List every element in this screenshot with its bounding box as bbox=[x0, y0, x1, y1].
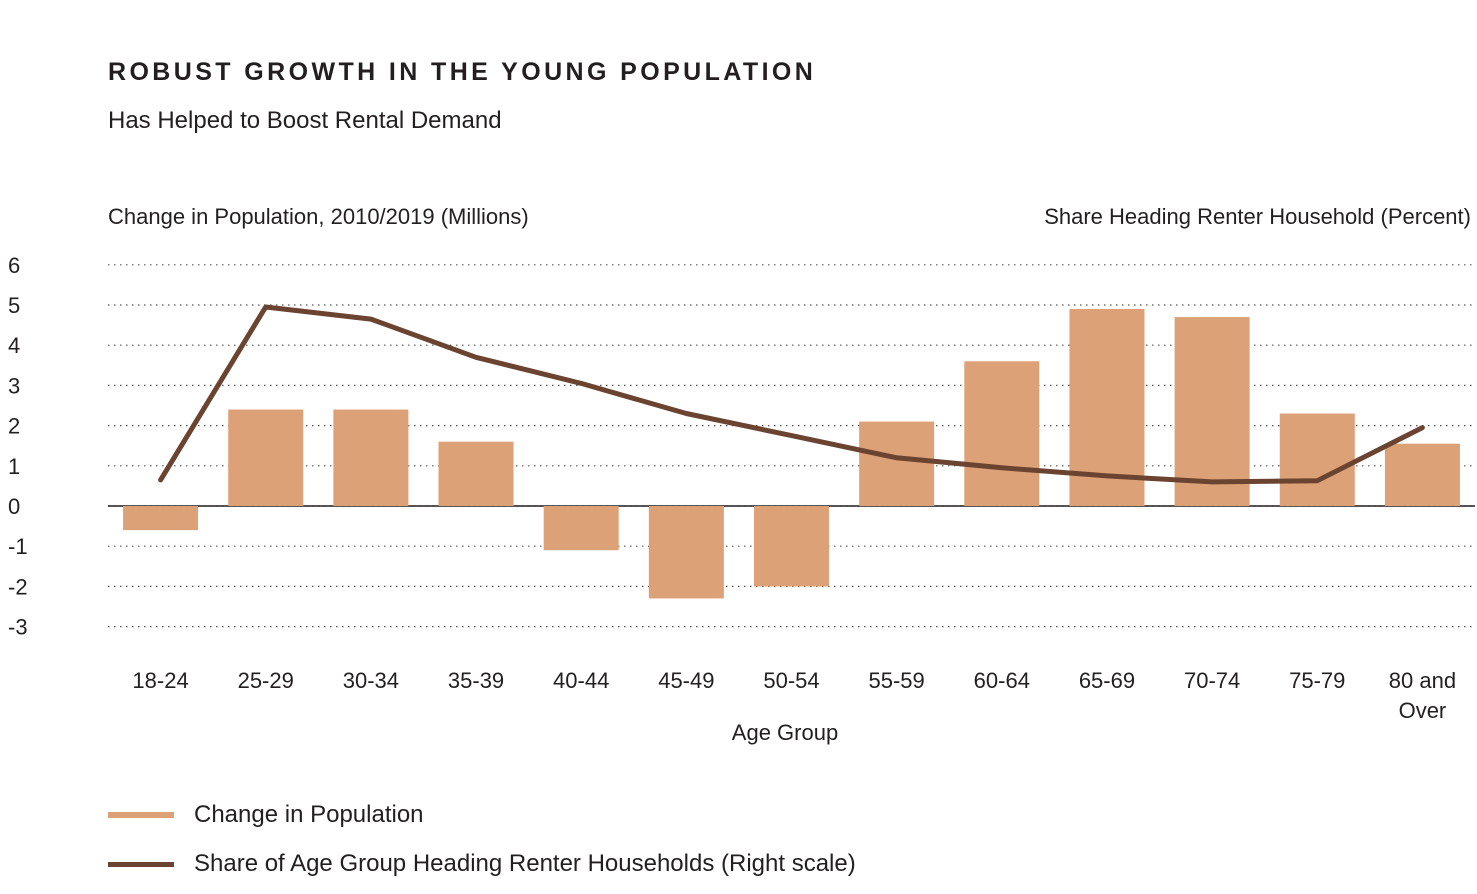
legend-label-population: Change in Population bbox=[194, 801, 424, 828]
y-tick-label: 5 bbox=[8, 293, 20, 318]
bar-change-in-population bbox=[123, 506, 199, 531]
chart-title: ROBUST GROWTH IN THE YOUNG POPULATION bbox=[108, 58, 817, 86]
chart-subtitle: Has Helped to Boost Rental Demand bbox=[108, 107, 502, 134]
x-tick-label: 60-64 bbox=[974, 668, 1030, 693]
x-tick-label: 65-69 bbox=[1079, 668, 1135, 693]
y-tick-label: 6 bbox=[8, 253, 20, 278]
y-tick-label: -2 bbox=[8, 574, 28, 599]
legend-swatch-population bbox=[108, 812, 174, 818]
y-tick-label: 4 bbox=[8, 333, 20, 358]
right-axis-label: Share Heading Renter Household (Percent) bbox=[1044, 204, 1471, 229]
bar-change-in-population bbox=[438, 441, 514, 506]
x-tick-label: 50-54 bbox=[763, 668, 819, 693]
y-tick-label: 0 bbox=[8, 494, 20, 519]
x-tick-label: 40-44 bbox=[553, 668, 609, 693]
x-tick-label: 35-39 bbox=[448, 668, 504, 693]
bar-change-in-population bbox=[1384, 443, 1460, 506]
x-tick-label: 70-74 bbox=[1184, 668, 1240, 693]
left-axis-label: Change in Population, 2010/2019 (Million… bbox=[108, 204, 529, 229]
bar-change-in-population bbox=[964, 361, 1040, 506]
x-tick-label: 55-59 bbox=[869, 668, 925, 693]
bar-change-in-population bbox=[859, 421, 935, 506]
legend-item-share: Share of Age Group Heading Renter Househ… bbox=[108, 850, 856, 878]
legend-label-share: Share of Age Group Heading Renter Househ… bbox=[194, 850, 856, 877]
legend-swatch-share bbox=[108, 861, 174, 867]
x-tick-label: 80 and Over bbox=[1389, 668, 1456, 723]
bar-change-in-population bbox=[1174, 317, 1250, 506]
bar-change-in-population bbox=[648, 506, 724, 599]
bar-change-in-population bbox=[228, 409, 304, 506]
y-tick-label: 1 bbox=[8, 454, 20, 479]
bar-change-in-population bbox=[333, 409, 409, 506]
line-share-heading-renter bbox=[158, 304, 1425, 485]
y-tick-label: -1 bbox=[8, 534, 28, 559]
x-tick-label: 25-29 bbox=[238, 668, 294, 693]
bar-change-in-population bbox=[754, 506, 829, 587]
x-tick-label: 18-24 bbox=[132, 668, 188, 693]
y-tick-label: 3 bbox=[8, 373, 20, 398]
x-axis-label: Age Group bbox=[732, 720, 838, 745]
bar-change-in-population bbox=[1279, 413, 1355, 506]
bar-change-in-population bbox=[543, 506, 619, 551]
x-tick-label: 75-79 bbox=[1289, 668, 1345, 693]
x-tick-label: 45-49 bbox=[658, 668, 714, 693]
y-tick-label: -3 bbox=[8, 615, 28, 640]
y-tick-label: 2 bbox=[8, 414, 20, 439]
x-tick-label: 30-34 bbox=[343, 668, 399, 693]
legend-item-population: Change in Population bbox=[108, 801, 424, 829]
